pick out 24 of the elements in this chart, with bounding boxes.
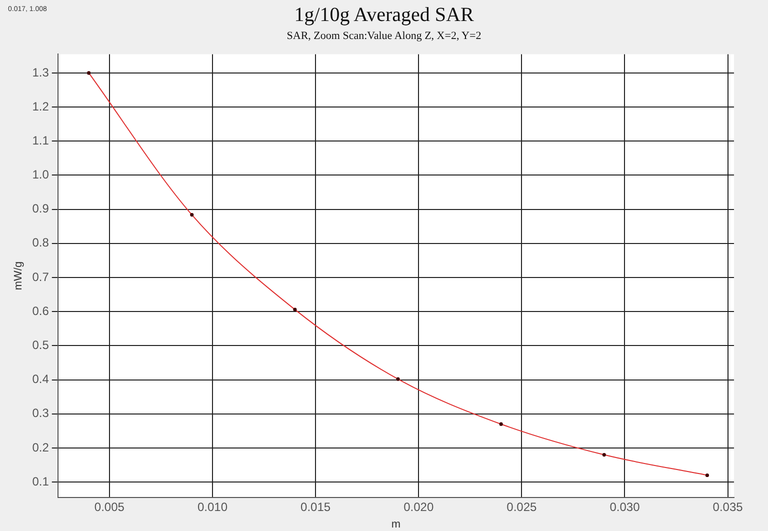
x-tick-label: 0.035 — [712, 500, 744, 514]
y-tick-label: 0.6 — [32, 304, 50, 318]
x-tick-label: 0.005 — [94, 500, 125, 514]
y-tick-label: 0.3 — [32, 406, 50, 420]
y-tick-label: 0.2 — [32, 440, 50, 454]
y-tick-label: 1.0 — [32, 168, 50, 182]
y-tick-label: 1.1 — [32, 133, 50, 148]
x-tick-label: 0.010 — [197, 500, 228, 514]
y-tick-label: 1.3 — [32, 65, 50, 80]
x-tick-label: 0.015 — [300, 500, 331, 514]
x-tick-label: 0.020 — [404, 500, 434, 514]
y-tick-label: 0.8 — [32, 236, 50, 250]
chart-subtitle: SAR, Zoom Scan:Value Along Z, X=2, Y=2 — [286, 30, 482, 42]
x-tick-label: 0.025 — [506, 500, 538, 514]
y-tick-label: 0.9 — [32, 202, 50, 216]
y-tick-label: 0.4 — [32, 372, 50, 386]
y-tick-label: 0.7 — [32, 270, 50, 284]
y-tick-label: 1.2 — [32, 99, 50, 114]
y-tick-label: 0.1 — [32, 474, 50, 488]
x-tick-label: 0.030 — [610, 500, 640, 514]
x-axis-title: m — [391, 518, 401, 530]
chart-title: 1g/10g Averaged SAR — [294, 4, 474, 26]
y-tick-label: 0.5 — [32, 338, 50, 352]
y-axis-title: mW/g — [12, 261, 25, 290]
